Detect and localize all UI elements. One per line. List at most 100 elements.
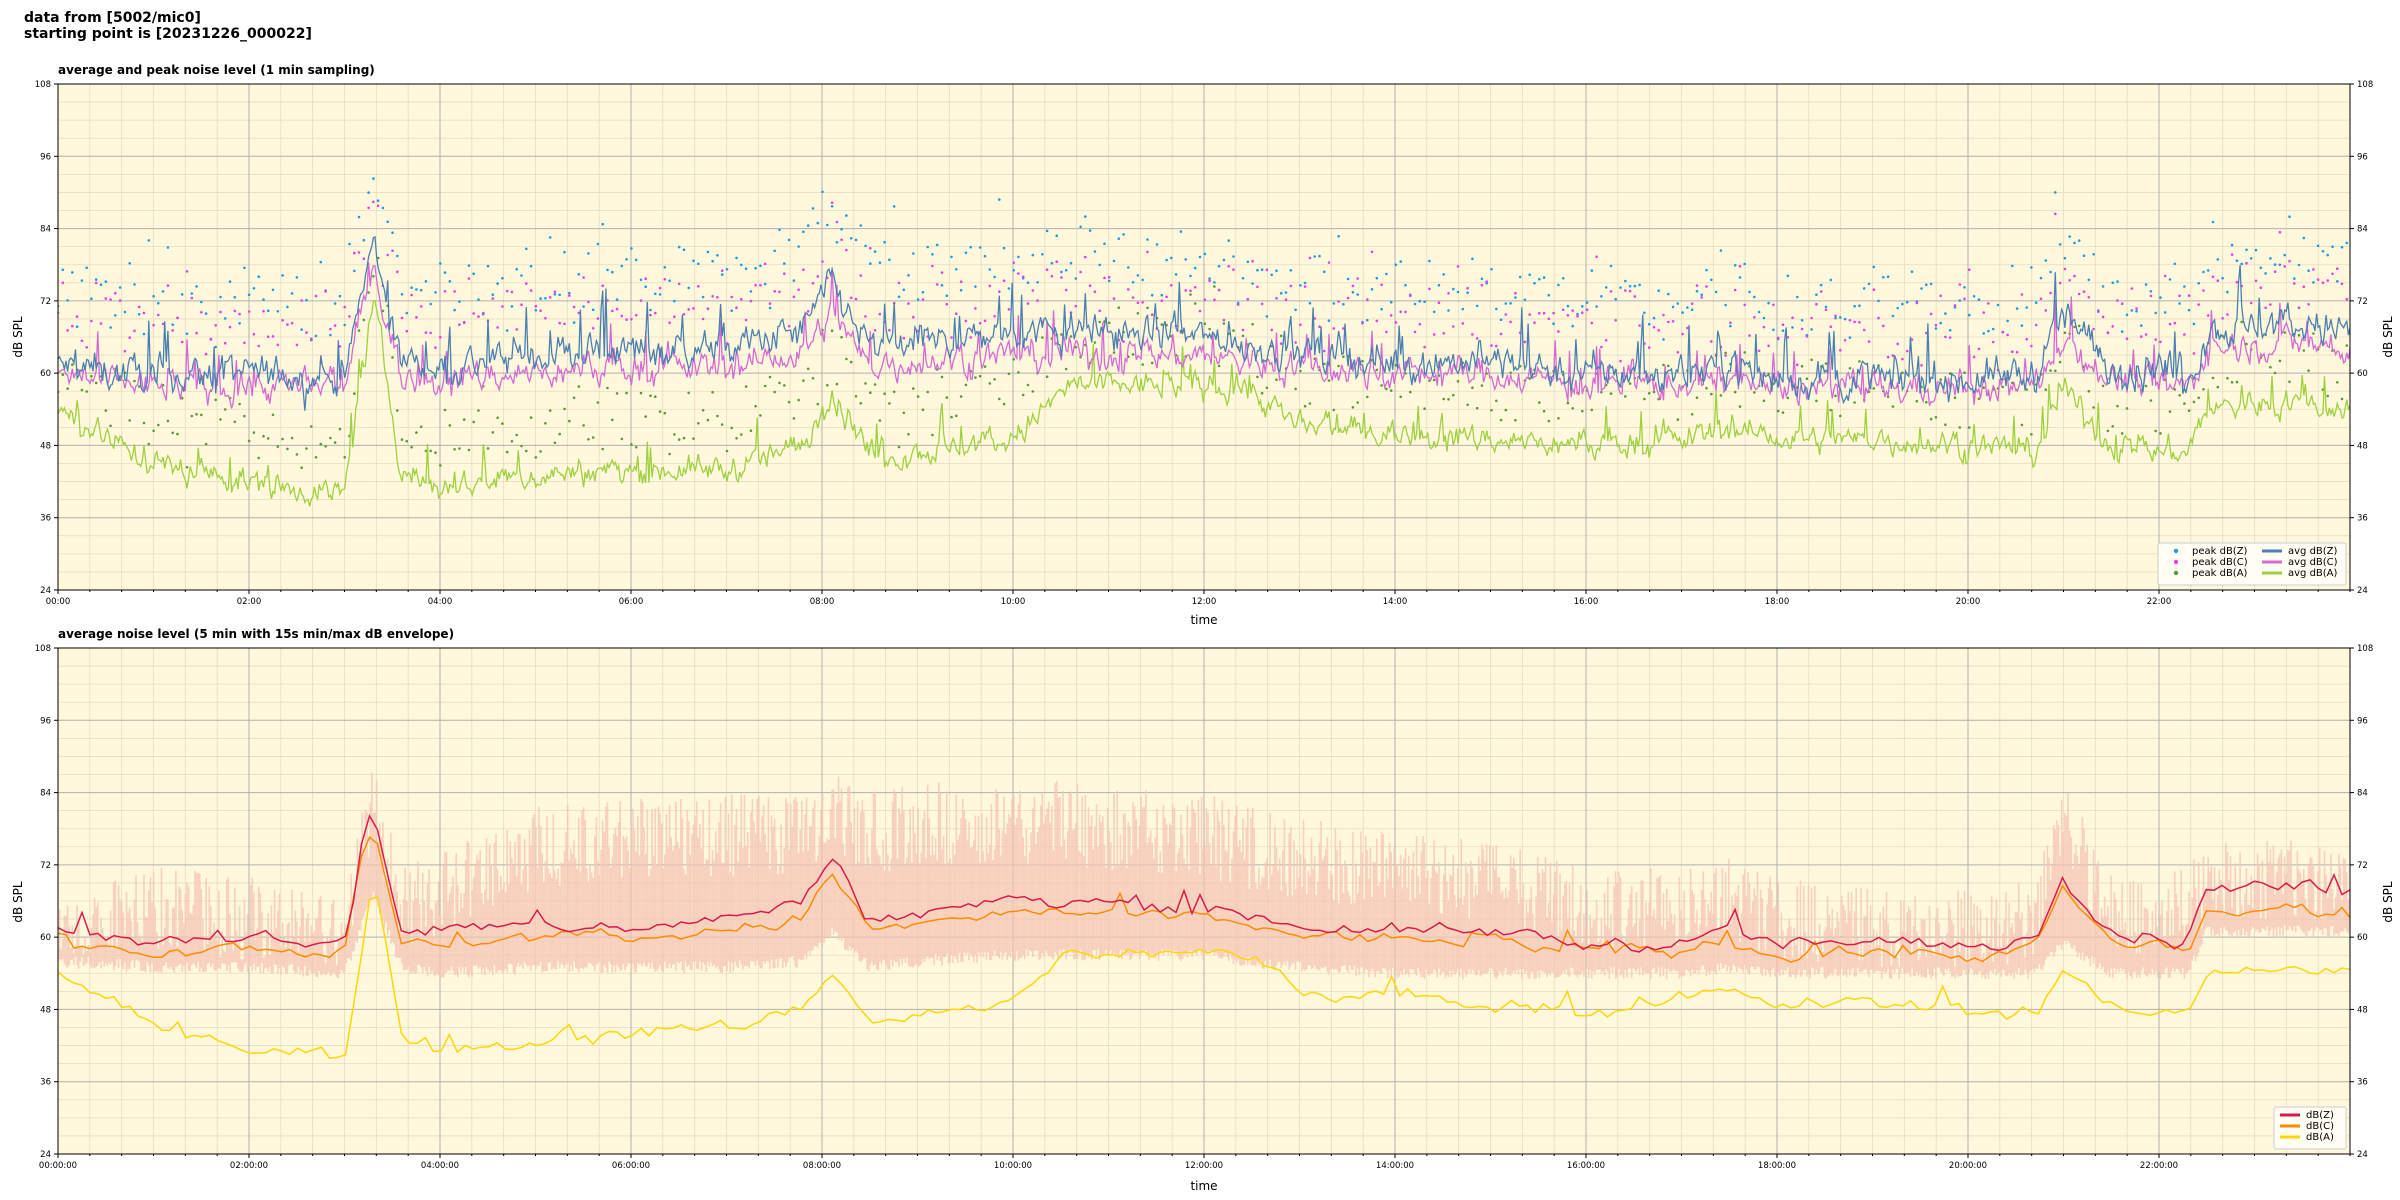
- peak-dot-a: [2058, 360, 2062, 364]
- peak-dot-z: [1289, 269, 1293, 272]
- peak-dot-z: [1251, 282, 1254, 285]
- peak-dot-c: [109, 298, 112, 301]
- peak-dot-c: [1256, 285, 1259, 289]
- peak-dot-z: [1208, 277, 1211, 280]
- peak-dot-a: [826, 383, 829, 387]
- peak-dot-z: [682, 248, 686, 251]
- peak-dot-z: [1710, 278, 1713, 282]
- peak-dot-c: [357, 251, 361, 254]
- y-tick-label: 60: [40, 369, 51, 379]
- peak-dot-z: [873, 250, 877, 253]
- peak-dot-c: [104, 297, 108, 300]
- peak-dot-c: [1953, 304, 1957, 307]
- legend-label: peak dB(A): [2192, 568, 2248, 579]
- peak-dot-c: [2183, 333, 2186, 336]
- peak-dot-a: [1136, 312, 1140, 315]
- peak-dot-z: [591, 308, 595, 312]
- peak-dot-c: [1738, 264, 1742, 268]
- peak-dot-c: [658, 286, 662, 290]
- peak-dot-c: [214, 324, 217, 327]
- peak-dot-a: [1982, 386, 1985, 390]
- peak-dot-z: [1681, 311, 1684, 314]
- peak-dot-a: [300, 466, 304, 470]
- peak-dot-z: [1552, 322, 1555, 326]
- peak-dot-a: [1150, 361, 1154, 365]
- peak-dot-a: [959, 395, 963, 398]
- peak-dot-a: [1643, 397, 1646, 401]
- peak-dot-c: [1447, 292, 1450, 295]
- peak-dot-c: [1456, 265, 1460, 268]
- peak-dot-z: [2269, 257, 2272, 260]
- peak-dot-z: [2130, 309, 2134, 312]
- peak-dot-c: [1332, 327, 1336, 330]
- peak-dot-z: [1308, 301, 1312, 305]
- peak-dot-z: [152, 294, 155, 298]
- peak-dot-c: [1461, 322, 1465, 325]
- peak-dot-a: [1275, 378, 1278, 382]
- peak-dot-c: [1208, 279, 1211, 283]
- peak-dot-z: [744, 267, 748, 271]
- peak-dot-a: [763, 384, 767, 388]
- peak-dot-c: [993, 315, 996, 318]
- peak-dot-a: [429, 449, 433, 453]
- peak-dot-a: [1786, 396, 1790, 400]
- peak-dot-a: [711, 390, 714, 394]
- peak-dot-a: [290, 436, 294, 440]
- series-a: [58, 895, 2350, 1059]
- peak-dot-z: [2111, 281, 2114, 285]
- peak-dot-c: [974, 307, 977, 310]
- peak-dot-z: [1155, 243, 1159, 246]
- peak-dot-z: [1193, 266, 1197, 270]
- peak-dot-z: [978, 246, 982, 249]
- peak-dot-c: [2135, 307, 2138, 310]
- peak-dot-z: [1351, 291, 1355, 294]
- peak-dot-c: [1432, 333, 1436, 336]
- peak-dot-c: [176, 316, 179, 320]
- peak-dot-c: [1991, 340, 1995, 344]
- peak-dot-a: [2326, 394, 2329, 398]
- peak-dot-a: [2054, 369, 2057, 373]
- peak-dot-c: [2307, 303, 2310, 306]
- peak-dot-z: [381, 206, 385, 210]
- peak-dot-z: [969, 245, 972, 249]
- peak-dot-a: [692, 437, 695, 440]
- peak-dot-z: [147, 239, 151, 242]
- series-avg-z: [58, 235, 2350, 411]
- y-tick-label: 108: [2357, 80, 2373, 90]
- peak-dot-c: [118, 299, 122, 302]
- peak-dot-c: [687, 308, 690, 311]
- peak-dot-z: [1141, 278, 1144, 282]
- peak-dot-c: [1862, 328, 1866, 332]
- peak-dot-z: [577, 273, 581, 276]
- peak-dot-z: [1385, 272, 1388, 276]
- peak-dot-z: [1074, 277, 1078, 280]
- peak-dot-c: [2192, 352, 2196, 355]
- peak-dot-a: [1232, 329, 1235, 332]
- peak-dot-z: [2082, 254, 2086, 257]
- peak-dot-c: [1581, 311, 1584, 315]
- peak-dot-z: [1122, 233, 1125, 236]
- peak-dot-z: [940, 284, 944, 287]
- peak-dot-z: [439, 262, 442, 265]
- peak-dot-a: [1948, 372, 1952, 375]
- peak-dot-a: [2154, 429, 2157, 433]
- peak-dot-z: [1824, 305, 1828, 309]
- peak-dot-a: [1800, 364, 1804, 368]
- peak-dot-c: [1757, 349, 1761, 353]
- peak-dot-a: [1958, 426, 1962, 429]
- peak-dot-c: [845, 248, 848, 252]
- peak-dot-z: [1461, 307, 1465, 311]
- peak-dot-c: [2097, 309, 2100, 312]
- peak-dot-a: [381, 309, 385, 313]
- peak-dot-c: [1327, 261, 1331, 264]
- peak-dot-a: [1495, 399, 1498, 403]
- y-tick-label: 96: [40, 716, 51, 726]
- peak-dot-c: [1671, 320, 1675, 323]
- peak-dot-a: [964, 383, 968, 387]
- peak-dot-z: [740, 263, 743, 267]
- peak-dot-c: [1423, 345, 1426, 349]
- peak-dot-c: [773, 290, 776, 293]
- peak-dot-a: [243, 414, 246, 418]
- peak-dot-a: [276, 445, 280, 448]
- peak-dot-c: [429, 331, 433, 335]
